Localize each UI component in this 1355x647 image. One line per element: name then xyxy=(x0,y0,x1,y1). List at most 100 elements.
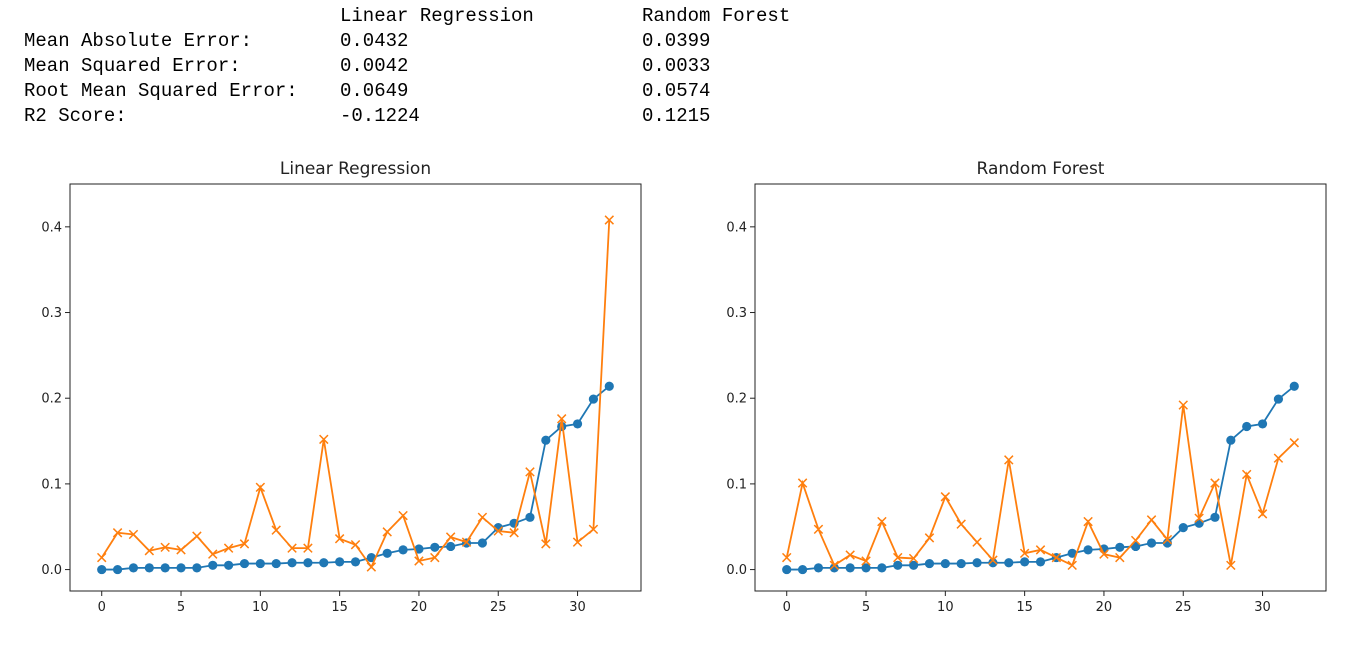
data-point xyxy=(845,550,855,560)
data-point xyxy=(782,564,792,575)
data-point xyxy=(1178,522,1188,533)
metric-value-lr: 0.0042 xyxy=(340,55,409,77)
data-point xyxy=(813,563,824,573)
data-point xyxy=(908,553,919,564)
data-point xyxy=(366,562,377,572)
y-tick-label: 0.1 xyxy=(726,477,747,492)
y-tick-label: 0.4 xyxy=(41,220,62,235)
data-point xyxy=(956,519,966,529)
metric-value-lr: -0.1224 xyxy=(340,105,420,127)
data-point xyxy=(446,541,456,552)
data-point xyxy=(1210,478,1220,488)
data-point xyxy=(509,528,519,538)
series-line-0 xyxy=(101,385,610,571)
data-point xyxy=(112,528,123,538)
data-point xyxy=(160,542,170,553)
data-point xyxy=(287,543,297,553)
data-point xyxy=(1130,535,1141,546)
x-tick-label: 20 xyxy=(1096,600,1113,615)
metric-value-rf: 0.0574 xyxy=(642,80,711,102)
y-tick-label: 0.2 xyxy=(41,392,62,407)
data-point xyxy=(1051,552,1062,563)
data-point xyxy=(1035,545,1046,555)
data-point xyxy=(176,545,186,555)
x-tick-label: 0 xyxy=(783,600,791,615)
data-point xyxy=(350,540,361,550)
data-point xyxy=(972,537,982,547)
y-tick-label: 0.3 xyxy=(41,306,62,321)
data-point xyxy=(877,563,887,573)
data-point xyxy=(1115,542,1125,552)
data-point xyxy=(255,482,266,493)
data-point xyxy=(924,558,935,569)
data-point xyxy=(493,526,503,536)
plot-frame xyxy=(69,183,642,592)
data-point xyxy=(877,516,887,527)
data-point xyxy=(1019,548,1030,559)
data-point xyxy=(604,215,615,225)
data-point xyxy=(556,414,567,424)
data-point xyxy=(477,538,487,548)
metrics-row-mae: Mean Absolute Error: 0.0432 0.0399 xyxy=(24,29,924,54)
data-point xyxy=(988,558,998,568)
x-tick-label: 10 xyxy=(252,600,269,615)
y-tick-label: 0.0 xyxy=(41,563,62,578)
data-point xyxy=(461,537,472,547)
data-point xyxy=(271,558,281,569)
y-tick-label: 0.3 xyxy=(726,306,747,321)
data-point xyxy=(525,467,535,477)
x-tick-label: 5 xyxy=(177,600,185,615)
data-point xyxy=(144,563,154,573)
metrics-row-r2: R2 Score: -0.1224 0.1215 xyxy=(24,104,924,129)
chart-title: Linear Regression xyxy=(280,159,431,179)
data-point xyxy=(1083,516,1093,527)
metric-value-lr: 0.0649 xyxy=(340,80,409,102)
data-point xyxy=(572,537,583,547)
data-point xyxy=(972,558,982,568)
data-point xyxy=(988,555,998,565)
data-point xyxy=(224,560,234,570)
data-point xyxy=(1273,453,1284,463)
x-tick-label: 30 xyxy=(1254,600,1271,615)
data-point xyxy=(223,543,234,553)
data-point xyxy=(1242,421,1252,432)
y-tick-label: 0.0 xyxy=(726,563,747,578)
x-tick-label: 5 xyxy=(862,600,870,615)
metric-label: Root Mean Squared Error: xyxy=(24,80,298,102)
data-point xyxy=(430,542,440,552)
data-point xyxy=(1162,534,1173,545)
data-point xyxy=(239,558,250,569)
data-point xyxy=(414,556,424,566)
data-point xyxy=(208,549,218,559)
data-point xyxy=(303,558,313,568)
data-point xyxy=(1178,400,1188,410)
data-point xyxy=(861,563,871,573)
x-tick-label: 25 xyxy=(490,600,507,615)
data-point xyxy=(1210,512,1220,522)
chart-panel-1: Random Forest 0 5 10 15 20 25 30 0.0 0.1 0.2 0.3 0.4 xyxy=(726,159,1327,615)
x-tick-label: 20 xyxy=(411,600,428,615)
data-point xyxy=(588,524,599,535)
data-point xyxy=(1194,513,1204,523)
data-point xyxy=(956,558,966,569)
data-point xyxy=(893,560,903,570)
data-point xyxy=(208,560,218,570)
metric-value-rf: 0.1215 xyxy=(642,105,711,127)
data-point xyxy=(604,381,614,391)
data-point xyxy=(1241,469,1252,480)
plot-frame xyxy=(754,183,1327,592)
data-point xyxy=(1162,538,1172,548)
data-point xyxy=(192,563,202,573)
data-point xyxy=(541,435,551,445)
data-point xyxy=(1083,545,1093,555)
data-point xyxy=(477,512,488,523)
metrics-table: Linear Regression Random Forest Mean Abs… xyxy=(24,4,924,129)
metric-label: R2 Score: xyxy=(24,105,127,127)
metric-value-rf: 0.0033 xyxy=(642,55,711,77)
metrics-header-lr: Linear Regression xyxy=(340,5,534,27)
metric-label: Mean Squared Error: xyxy=(24,55,241,77)
y-tick-label: 0.4 xyxy=(726,220,747,235)
data-point xyxy=(1257,419,1268,429)
chart-panel-0: Linear Regression 0 5 10 15 20 25 30 0.0 0.1 0.2 0.… xyxy=(41,159,642,615)
data-point xyxy=(1035,557,1046,567)
